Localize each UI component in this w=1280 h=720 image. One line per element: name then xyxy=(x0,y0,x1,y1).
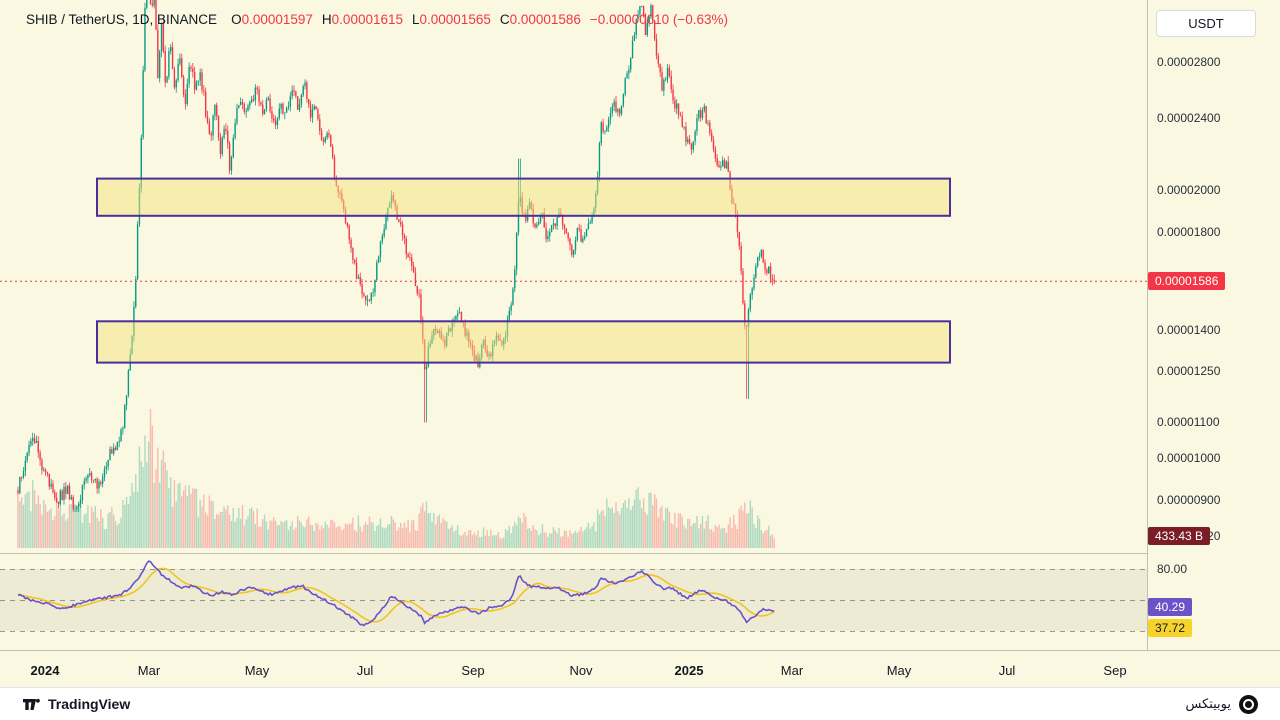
broker-logo-icon xyxy=(1239,694,1258,714)
open-readout: O0.00001597 xyxy=(231,12,313,27)
tradingview-brand-text: TradingView xyxy=(48,696,131,712)
price-axis-label: 0.00002000 xyxy=(1157,183,1221,197)
price-axis-label: 0.00001100 xyxy=(1157,415,1220,429)
time-axis-label: May xyxy=(244,663,270,678)
close-value: 0.00001586 xyxy=(509,12,581,27)
price-axis-label: 0.00002400 xyxy=(1157,111,1221,125)
time-axis-label: Mar xyxy=(780,663,804,678)
low-label: L xyxy=(412,12,420,27)
time-axis-label: Sep xyxy=(461,663,485,678)
price-axis-label: 0.00001400 xyxy=(1157,323,1221,337)
footer-bar: TradingView یوبیتکس xyxy=(0,687,1280,720)
tradingview-logo-icon xyxy=(23,698,40,710)
low-value: 0.00001565 xyxy=(419,12,491,27)
price-axis-label: 0.00001000 xyxy=(1157,451,1221,465)
last-price-badge: 0.00001586 xyxy=(1148,272,1226,290)
time-axis-label: Jul xyxy=(356,663,374,678)
time-axis[interactable]: 2024 Mar May Jul Sep Nov 2025 Mar May Jul Sep xyxy=(0,650,1147,687)
time-axis-label: Sep xyxy=(1103,663,1127,678)
time-axis-label: Mar xyxy=(137,663,161,678)
time-axis-label: 2025 xyxy=(674,663,704,678)
symbol-title[interactable]: SHIB / TetherUS, 1D, BINANCE xyxy=(26,12,218,27)
high-value: 0.00001615 xyxy=(331,12,403,27)
change-value: −0.00000010 (−0.63%) xyxy=(589,12,729,27)
broker-watermark: یوبیتکس xyxy=(1185,694,1258,714)
low-readout: L0.00001565 xyxy=(412,12,491,27)
close-label: C xyxy=(499,12,510,27)
close-readout: C0.00001586 xyxy=(500,12,581,27)
rsi-ma-value-badge: 37.72 xyxy=(1148,619,1193,637)
rsi-axis-label: 80.00 xyxy=(1157,562,1188,576)
volume-badge: 433.43 B xyxy=(1148,527,1211,545)
high-label: H xyxy=(321,12,332,27)
broker-watermark-text: یوبیتکس xyxy=(1185,696,1231,711)
time-axis-label: Nov xyxy=(569,663,593,678)
open-label: O xyxy=(231,12,242,27)
ohlc-readout: O0.00001597 H0.00001615 L0.00001565 C0.0… xyxy=(231,12,728,27)
price-axis-label: 0.00002800 xyxy=(1157,55,1221,69)
price-axis-label: 0.00001800 xyxy=(1157,225,1221,239)
time-axis-label: 2024 xyxy=(30,663,60,678)
rsi-value-badge: 40.29 xyxy=(1148,598,1193,616)
open-value: 0.00001597 xyxy=(241,12,313,27)
tradingview-brand-link[interactable]: TradingView xyxy=(22,695,130,714)
price-axis-label: 0.00001250 xyxy=(1157,364,1221,378)
time-axis-label: May xyxy=(886,663,912,678)
symbol-legend: SHIB / TetherUS, 1D, BINANCE O0.00001597… xyxy=(26,12,728,27)
currency-toggle-button[interactable]: USDT xyxy=(1156,10,1256,37)
price-axis-label: 0.00000900 xyxy=(1157,493,1221,507)
time-axis-label: Jul xyxy=(998,663,1016,678)
high-readout: H0.00001615 xyxy=(322,12,403,27)
